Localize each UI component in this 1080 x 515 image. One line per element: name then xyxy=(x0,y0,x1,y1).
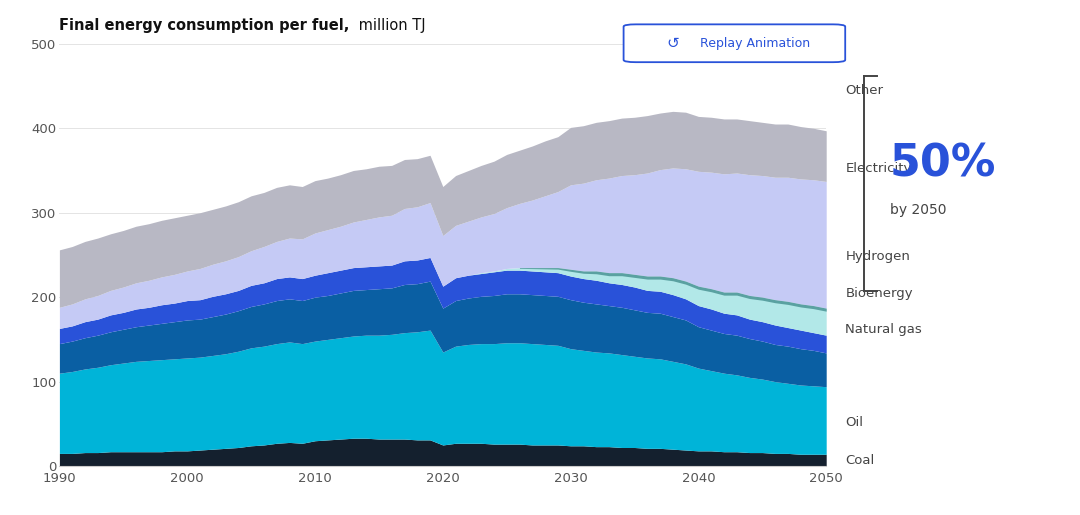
Text: Hydrogen: Hydrogen xyxy=(846,250,910,263)
Text: 50%: 50% xyxy=(890,143,996,185)
Text: Coal: Coal xyxy=(846,454,875,467)
Text: million TJ: million TJ xyxy=(354,18,426,33)
Text: Replay Animation: Replay Animation xyxy=(700,37,810,50)
Text: Other: Other xyxy=(846,84,883,97)
Text: ↺: ↺ xyxy=(666,36,679,51)
Text: by 2050: by 2050 xyxy=(890,203,946,217)
FancyBboxPatch shape xyxy=(623,24,846,62)
Text: Final energy consumption per fuel,: Final energy consumption per fuel, xyxy=(59,18,350,33)
Text: Electricity: Electricity xyxy=(846,162,912,175)
Text: Oil: Oil xyxy=(846,416,863,428)
Text: Bioenergy: Bioenergy xyxy=(846,287,913,300)
Text: Natural gas: Natural gas xyxy=(846,323,922,336)
